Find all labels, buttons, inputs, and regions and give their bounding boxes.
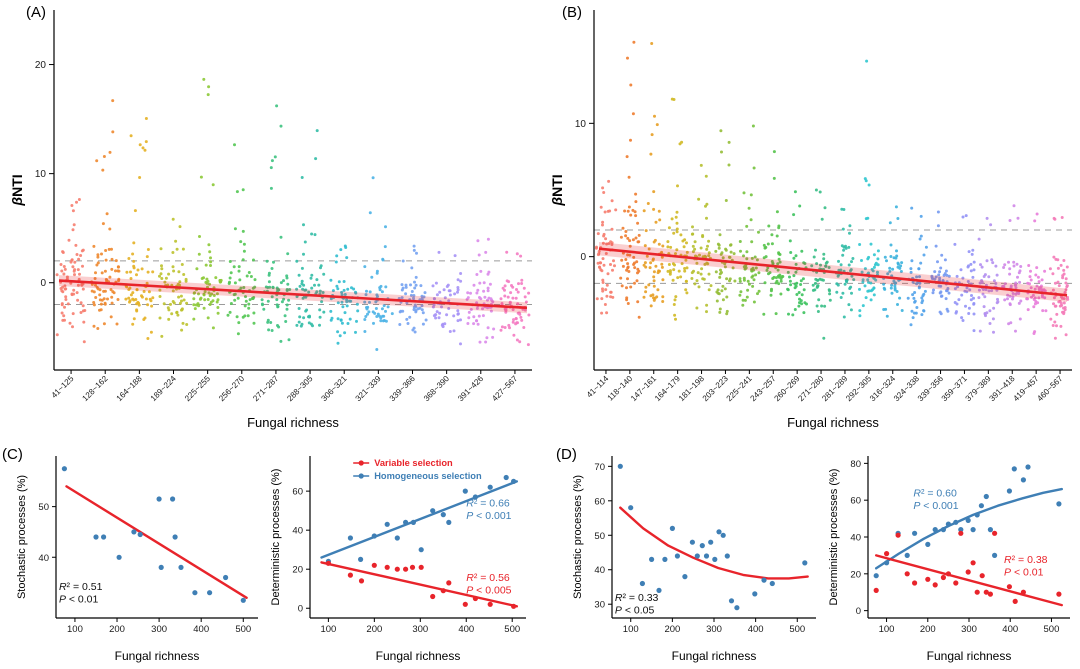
- panel-a-bnti-strip-chart: 41~125 128~162 164~188 189~224 225~255 256~27…: [9, 10, 532, 430]
- svg-text:60: 60: [850, 496, 861, 507]
- svg-text:60: 60: [594, 496, 605, 507]
- panel-b-bnti-strip-chart: 41~114118~140147~161164~179181~198203~22…: [549, 10, 1072, 430]
- panel-label-a: (A): [26, 4, 46, 21]
- svg-text:20: 20: [850, 569, 861, 580]
- svg-text:321~339: 321~339: [354, 374, 383, 403]
- panel-c-stochastic-scatter-chart: 100 200 300 400 500 40 50 R² = 0.51P < 0.01 Stoc…: [16, 456, 258, 663]
- svg-text:368~390: 368~390: [422, 374, 451, 403]
- svg-text:391~426: 391~426: [456, 374, 485, 403]
- svg-text:400: 400: [193, 624, 209, 635]
- svg-text:300: 300: [151, 624, 167, 635]
- svg-text:R² = 0.56: R² = 0.56: [466, 572, 510, 584]
- svg-text:10: 10: [575, 119, 587, 130]
- panel-label-b: (B): [562, 4, 582, 21]
- svg-text:P < 0.05: P < 0.05: [615, 604, 655, 616]
- svg-text:300: 300: [706, 624, 722, 635]
- svg-text:0: 0: [40, 278, 46, 289]
- svg-text:500: 500: [789, 624, 805, 635]
- svg-text:P < 0.01: P < 0.01: [59, 594, 99, 606]
- svg-text:40: 40: [38, 553, 49, 564]
- svg-text:Variable selection: Variable selection: [374, 458, 453, 468]
- svg-text:Fungal richness: Fungal richness: [115, 649, 200, 663]
- svg-text:Stochastic processes (%): Stochastic processes (%): [16, 475, 28, 599]
- svg-text:R² = 0.60: R² = 0.60: [913, 488, 957, 500]
- svg-text:256~270: 256~270: [217, 374, 246, 403]
- panel-label-d: (D): [556, 446, 577, 463]
- svg-text:41~125: 41~125: [50, 374, 76, 400]
- svg-text:300: 300: [412, 624, 428, 635]
- svg-text:R² = 0.38: R² = 0.38: [1004, 554, 1048, 566]
- svg-text:P < 0.001: P < 0.001: [913, 500, 958, 512]
- svg-text:80: 80: [850, 459, 861, 470]
- svg-text:Deterministic processes (%): Deterministic processes (%): [270, 469, 282, 606]
- svg-text:400: 400: [748, 624, 764, 635]
- svg-text:30: 30: [594, 600, 605, 611]
- svg-text:189~224: 189~224: [149, 374, 178, 403]
- svg-text:100: 100: [879, 624, 895, 635]
- svg-text:20: 20: [35, 60, 47, 71]
- svg-text:400: 400: [458, 624, 474, 635]
- panel-d-stochastic-scatter-chart: 100 200 300 400 500 30 40 50 60 70 R² = 0.33P < 0.…: [572, 456, 816, 663]
- svg-text:500: 500: [1044, 624, 1060, 635]
- svg-text:300: 300: [961, 624, 977, 635]
- svg-text:βNTI: βNTI: [9, 174, 25, 206]
- svg-text:Stochastic processes (%): Stochastic processes (%): [572, 475, 584, 599]
- svg-text:427~567: 427~567: [490, 374, 519, 403]
- svg-text:288~305: 288~305: [285, 374, 314, 403]
- svg-text:40: 40: [850, 533, 861, 544]
- svg-text:10: 10: [35, 169, 47, 180]
- svg-text:Fungal richness: Fungal richness: [672, 649, 757, 663]
- svg-text:70: 70: [594, 462, 605, 473]
- svg-text:0: 0: [856, 606, 861, 617]
- svg-text:0: 0: [580, 252, 586, 263]
- svg-text:200: 200: [664, 624, 680, 635]
- panel-c-deterministic-scatter-chart: 100 200 300 400 500 0 20 40 60 Variable selection…: [270, 456, 526, 663]
- svg-text:60: 60: [292, 487, 303, 498]
- panel-label-c: (C): [2, 446, 23, 463]
- svg-text:100: 100: [623, 624, 639, 635]
- svg-text:50: 50: [38, 502, 49, 513]
- svg-text:Homogeneous selection: Homogeneous selection: [374, 471, 482, 481]
- svg-text:271~287: 271~287: [251, 374, 280, 403]
- svg-text:460~567: 460~567: [1035, 374, 1064, 403]
- svg-text:Fungal richness: Fungal richness: [376, 649, 461, 663]
- svg-text:100: 100: [67, 624, 83, 635]
- svg-text:50: 50: [594, 531, 605, 542]
- svg-text:R² = 0.66: R² = 0.66: [466, 498, 510, 510]
- svg-text:20: 20: [292, 565, 303, 576]
- svg-text:R² = 0.33: R² = 0.33: [615, 592, 659, 604]
- svg-text:164~188: 164~188: [115, 374, 144, 403]
- svg-text:0: 0: [298, 604, 303, 615]
- svg-text:225~255: 225~255: [183, 374, 212, 403]
- svg-text:P < 0.01: P < 0.01: [1004, 566, 1044, 578]
- svg-text:P < 0.005: P < 0.005: [466, 584, 511, 596]
- svg-text:Fungal richness: Fungal richness: [927, 649, 1012, 663]
- svg-text:500: 500: [504, 624, 520, 635]
- svg-text:Fungal richness: Fungal richness: [247, 415, 339, 430]
- svg-text:Deterministic processes (%): Deterministic processes (%): [828, 469, 840, 606]
- svg-text:βNTI: βNTI: [549, 174, 565, 206]
- svg-text:200: 200: [366, 624, 382, 635]
- svg-text:200: 200: [109, 624, 125, 635]
- svg-text:P < 0.001: P < 0.001: [466, 510, 511, 522]
- svg-text:339~366: 339~366: [388, 374, 417, 403]
- svg-text:Fungal richness: Fungal richness: [787, 415, 879, 430]
- svg-text:500: 500: [235, 624, 251, 635]
- svg-text:40: 40: [594, 565, 605, 576]
- svg-text:128~162: 128~162: [81, 374, 110, 403]
- svg-text:200: 200: [920, 624, 936, 635]
- svg-text:R² = 0.51: R² = 0.51: [59, 581, 103, 593]
- svg-text:306~321: 306~321: [320, 374, 349, 403]
- svg-text:400: 400: [1002, 624, 1018, 635]
- svg-text:100: 100: [320, 624, 336, 635]
- svg-text:40: 40: [292, 526, 303, 537]
